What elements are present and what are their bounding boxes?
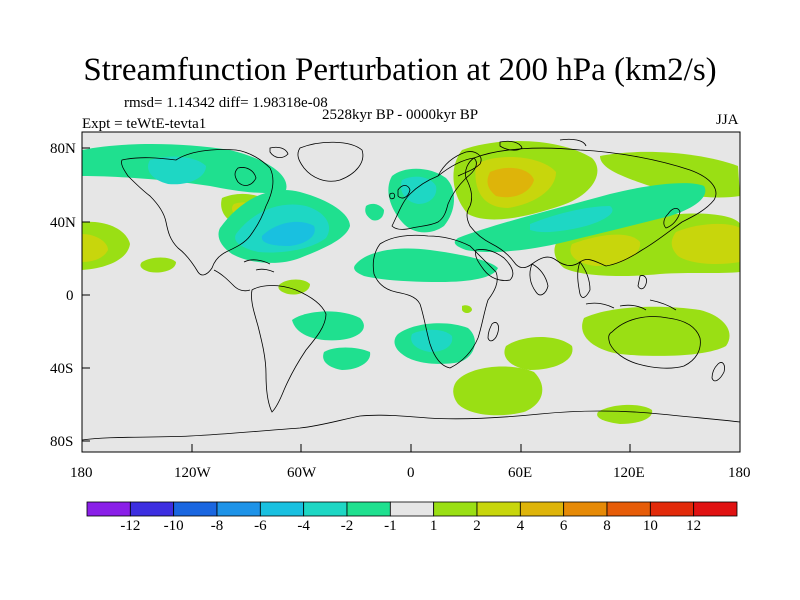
colorbar-box — [259, 501, 305, 517]
colorbar-label: 12 — [686, 518, 702, 534]
pos-anomaly-indian-ocean — [504, 337, 573, 370]
coast-antarctica — [82, 410, 740, 441]
stats-label: rmsd= 1.14342 diff= 1.98318e-08 — [124, 95, 328, 111]
coast-british-isles — [389, 185, 411, 200]
colorbar-label: -6 — [254, 518, 267, 534]
neg-anomaly-north-pacific-inner — [148, 156, 206, 185]
coast-north-america — [121, 149, 274, 276]
colorbar-label: 10 — [642, 518, 658, 534]
period-label: 2528kyr BP - 0000kyr BP — [322, 107, 479, 123]
coast-madagascar — [487, 322, 499, 342]
axis-ticks — [81, 147, 741, 452]
colorbar-label: -10 — [163, 518, 184, 534]
lat-label-80s: 80S — [50, 434, 74, 450]
coast-philippines — [637, 275, 647, 290]
lat-label-40s: 40S — [50, 361, 74, 377]
colorbar-box — [173, 501, 218, 517]
coast-australia — [608, 316, 701, 369]
lon-label-120e: 120E — [613, 465, 645, 481]
lon-label-60w: 60W — [287, 465, 317, 481]
coast-india — [529, 263, 549, 296]
coast-greenland — [297, 141, 364, 182]
colorbar-box — [433, 501, 478, 517]
coast-indonesia — [585, 299, 677, 311]
colorbar-label: 2 — [473, 518, 481, 534]
pos-anomaly-north-pacific — [600, 151, 740, 198]
neg-anomaly-south-america-east — [323, 347, 371, 370]
experiment-label: Expt = teWtE-tevta1 — [82, 116, 207, 132]
coast-central-america — [213, 269, 251, 292]
neg-anomaly-mid-atlantic — [365, 203, 384, 221]
lon-label-0: 0 — [407, 465, 415, 481]
pos-anomaly-west-pacific-inner — [671, 223, 740, 264]
coast-south-america — [251, 285, 327, 413]
colorbar-box — [649, 501, 695, 517]
colorbar-label: -1 — [384, 518, 397, 534]
coast-arabia — [475, 249, 514, 281]
pos-anomaly-australia — [582, 306, 730, 356]
pos-anomaly-tropical-pacific — [278, 279, 310, 295]
colorbar-box — [303, 501, 348, 517]
coast-asia — [465, 147, 717, 268]
lat-label-40n: 40N — [50, 215, 76, 231]
colorbar-label: 4 — [516, 518, 525, 534]
neg-anomaly-europe-inner — [400, 176, 437, 204]
pos-anomaly-antarctic — [597, 404, 653, 424]
lon-label-60e: 60E — [508, 465, 533, 481]
pos-anomaly-southern-indian — [453, 366, 543, 416]
contour-fill-layer — [82, 140, 740, 424]
season-label: JJA — [716, 112, 739, 128]
coast-caribbean — [243, 259, 275, 273]
pos-anomaly-eurasia-north-core — [487, 167, 534, 198]
coast-arctic-islands — [269, 138, 587, 158]
colorbar-label: 6 — [559, 518, 568, 534]
lat-label-0: 0 — [66, 288, 74, 304]
coast-japan — [663, 208, 681, 229]
colorbar-label: 8 — [603, 518, 611, 534]
neg-anomaly-south-atlantic-inner — [411, 329, 453, 352]
colorbar-label: -12 — [120, 518, 141, 534]
pos-anomaly-central-pacific — [140, 257, 176, 273]
colorbar-box — [389, 501, 435, 517]
colorbar-box — [606, 501, 651, 517]
colorbar-box — [346, 501, 391, 517]
colorbar-label: -2 — [340, 518, 354, 534]
colorbar — [86, 501, 738, 517]
colorbar-box — [693, 501, 738, 517]
coastline-layer — [82, 138, 740, 441]
pos-anomaly-east-asia-inner — [570, 234, 641, 266]
lat-label-80n: 80N — [50, 141, 76, 157]
lon-label-120w: 120W — [174, 465, 211, 481]
colorbar-label: 1 — [429, 518, 438, 534]
neg-anomaly-africa-north — [354, 248, 498, 282]
neg-anomaly-atlantic-core — [261, 221, 315, 246]
lon-label-180w: 180 — [70, 465, 93, 481]
colorbar-label: -4 — [297, 518, 310, 534]
pos-anomaly-west-edge-inner — [82, 234, 108, 262]
colorbar-box — [129, 501, 175, 517]
lon-label-180e: 180 — [728, 465, 751, 481]
colorbar-box — [476, 501, 521, 517]
colorbar-box — [86, 501, 131, 517]
coast-scandinavia — [437, 151, 482, 177]
colorbar-label: -8 — [210, 518, 224, 534]
colorbar-box — [563, 501, 608, 517]
coast-southeast-asia — [577, 261, 591, 298]
neg-anomaly-asia-band-inner — [530, 206, 613, 233]
neg-anomaly-south-pacific — [292, 311, 364, 341]
coast-new-zealand — [711, 362, 725, 382]
pos-anomaly-arabian — [462, 305, 472, 313]
colorbar-box — [216, 501, 261, 517]
map-title: Streamfunction Perturbation at 200 hPa (… — [83, 52, 717, 88]
coast-hudson-bay — [234, 167, 257, 186]
colorbar-box — [519, 501, 565, 517]
coast-africa — [372, 234, 498, 369]
